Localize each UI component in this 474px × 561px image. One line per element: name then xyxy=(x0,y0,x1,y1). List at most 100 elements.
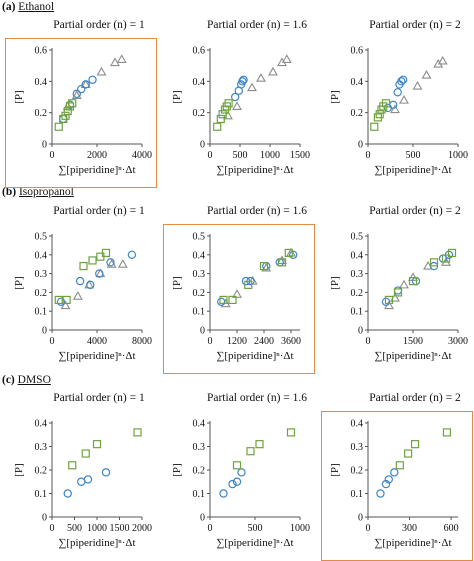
x-axis-label: ∑[piperidine]ⁿ·Δt xyxy=(58,537,135,549)
triangle-point xyxy=(277,255,287,264)
square-point xyxy=(54,295,63,305)
triangle-point xyxy=(437,55,448,65)
circle-point xyxy=(381,479,391,489)
circle-point xyxy=(238,77,247,86)
y-tick-label: 0.5 xyxy=(193,232,206,243)
triangle-point xyxy=(390,104,400,114)
square-point xyxy=(219,295,228,305)
x-tick-label: 1500 xyxy=(290,150,310,161)
x-tick-label: 500 xyxy=(233,150,248,161)
chart-title: Partial order (n) = 1 xyxy=(53,19,145,31)
x-tick-label: 2000 xyxy=(132,523,152,534)
square-point xyxy=(442,428,452,437)
x-axis-label: ∑[piperidine]ⁿ·Δt xyxy=(374,164,451,176)
scatter-chart-9: Partial order (n) = 2 0 0.1 0.2 0.3 0.4 0 300 60… xyxy=(329,392,461,549)
y-axis-label: [P] xyxy=(329,463,341,476)
y-tick-label: 0.4 xyxy=(193,250,206,261)
square-point xyxy=(88,256,97,265)
y-tick-label: 0.1 xyxy=(193,307,206,318)
scatter-chart-3: Partial order (n) = 2 0 0.2 0.4 0.6 0 500 1000 [… xyxy=(329,19,468,176)
y-tick-label: 0.3 xyxy=(351,269,364,280)
circle-point xyxy=(72,89,81,99)
y-tick-label: 0.2 xyxy=(193,288,206,299)
y-tick-label: 0.1 xyxy=(351,307,364,318)
circle-point xyxy=(384,475,393,484)
highlight-box xyxy=(5,38,157,188)
scatter-chart-7: Partial order (n) = 1 0 0.1 0.2 0.3 0.4 0 500 10… xyxy=(13,392,152,549)
x-tick-label: 0 xyxy=(50,150,55,161)
chart-title: Partial order (n) = 2 xyxy=(369,392,461,404)
y-axis-label: [P] xyxy=(171,276,183,289)
x-tick-label: 4000 xyxy=(87,336,107,347)
y-tick-label: 0.3 xyxy=(193,442,206,453)
circle-point xyxy=(75,276,85,286)
y-tick-label: 0.2 xyxy=(35,288,48,299)
square-point xyxy=(246,447,255,456)
x-tick-label: 0 xyxy=(208,336,213,347)
x-axis-label: ∑[piperidine]ⁿ·Δt xyxy=(216,350,293,362)
x-tick-label: 1200 xyxy=(227,336,247,347)
y-tick-label: 0.3 xyxy=(193,269,206,280)
section-letter: (c) xyxy=(2,374,15,386)
x-tick-label: 0 xyxy=(208,150,213,161)
triangle-point xyxy=(96,66,107,76)
y-axis-label: [P] xyxy=(171,463,183,476)
highlight-box xyxy=(163,224,315,374)
circle-point xyxy=(83,475,93,484)
y-tick-label: 0.4 xyxy=(35,419,48,430)
section-name: DMSO xyxy=(17,374,51,386)
square-point xyxy=(62,295,71,305)
square-point xyxy=(232,461,242,470)
y-axis-label: [P] xyxy=(329,90,341,103)
section-letter: (a) xyxy=(2,1,16,13)
x-tick-label: 500 xyxy=(406,150,421,161)
square-point xyxy=(370,122,379,131)
x-tick-label: 1000 xyxy=(87,523,107,534)
circle-point xyxy=(397,77,406,86)
section-name: Isopropanol xyxy=(18,186,74,198)
x-axis-label: ∑[piperidine]ⁿ·Δt xyxy=(58,164,135,176)
y-tick-label: 0.6 xyxy=(193,46,206,57)
y-tick-label: 0.2 xyxy=(351,466,364,477)
circle-point xyxy=(376,489,385,498)
square-point xyxy=(63,106,72,116)
square-point xyxy=(404,449,413,458)
y-tick-label: 0.4 xyxy=(351,77,364,88)
square-point xyxy=(68,461,77,470)
y-tick-label: 0.3 xyxy=(35,269,48,280)
y-tick-label: 0.1 xyxy=(35,489,48,500)
y-tick-label: 0.4 xyxy=(35,77,48,88)
triangle-point xyxy=(117,259,128,268)
triangle-point xyxy=(72,291,83,300)
square-point xyxy=(410,440,420,449)
circle-point xyxy=(81,80,90,89)
x-tick-label: 0 xyxy=(208,523,213,534)
square-point xyxy=(68,99,77,108)
circle-point xyxy=(289,250,298,260)
scatter-chart-5: Partial order (n) = 1.6 0 0.1 0.2 0.3 0.4 0.5 0… xyxy=(171,205,307,362)
x-tick-label: 1000 xyxy=(448,150,468,161)
circle-point xyxy=(228,479,237,489)
triangle-point xyxy=(232,101,242,110)
circle-point xyxy=(95,269,104,278)
y-tick-label: 0.3 xyxy=(35,442,48,453)
scatter-chart-2: Partial order (n) = 1.6 0 0.2 0.4 0.6 0 500 100… xyxy=(171,19,310,176)
x-tick-label: 2000 xyxy=(87,150,107,161)
section-label-dmso: (c) DMSO xyxy=(2,374,51,386)
y-axis-label: [P] xyxy=(13,463,25,476)
circle-point xyxy=(219,489,228,498)
triangle-point xyxy=(116,54,127,63)
y-tick-label: 0 xyxy=(42,326,47,337)
circle-point xyxy=(393,88,402,97)
square-point xyxy=(429,258,439,267)
y-tick-label: 0.1 xyxy=(35,307,48,318)
x-tick-label: 8000 xyxy=(132,336,152,347)
scatter-chart-4: Partial order (n) = 1 0 0.1 0.2 0.3 0.4 0.5 0 40… xyxy=(13,205,152,362)
chart-title: Partial order (n) = 1 xyxy=(53,205,145,217)
circle-point xyxy=(230,92,240,102)
triangle-point xyxy=(281,54,292,63)
y-tick-label: 0 xyxy=(358,513,363,524)
square-point xyxy=(244,280,253,289)
circle-point xyxy=(237,468,246,477)
triangle-point xyxy=(412,80,423,90)
